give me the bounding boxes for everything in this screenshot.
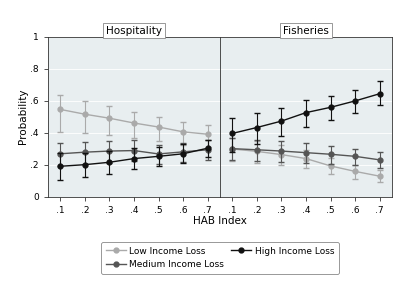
Y-axis label: Probability: Probability (18, 89, 28, 144)
Text: HAB Index: HAB Index (193, 216, 247, 226)
Title: Fisheries: Fisheries (283, 26, 329, 36)
Title: Hospitality: Hospitality (106, 26, 162, 36)
Legend: Low Income Loss, Medium Income Loss, High Income Loss: Low Income Loss, Medium Income Loss, Hig… (101, 242, 339, 274)
